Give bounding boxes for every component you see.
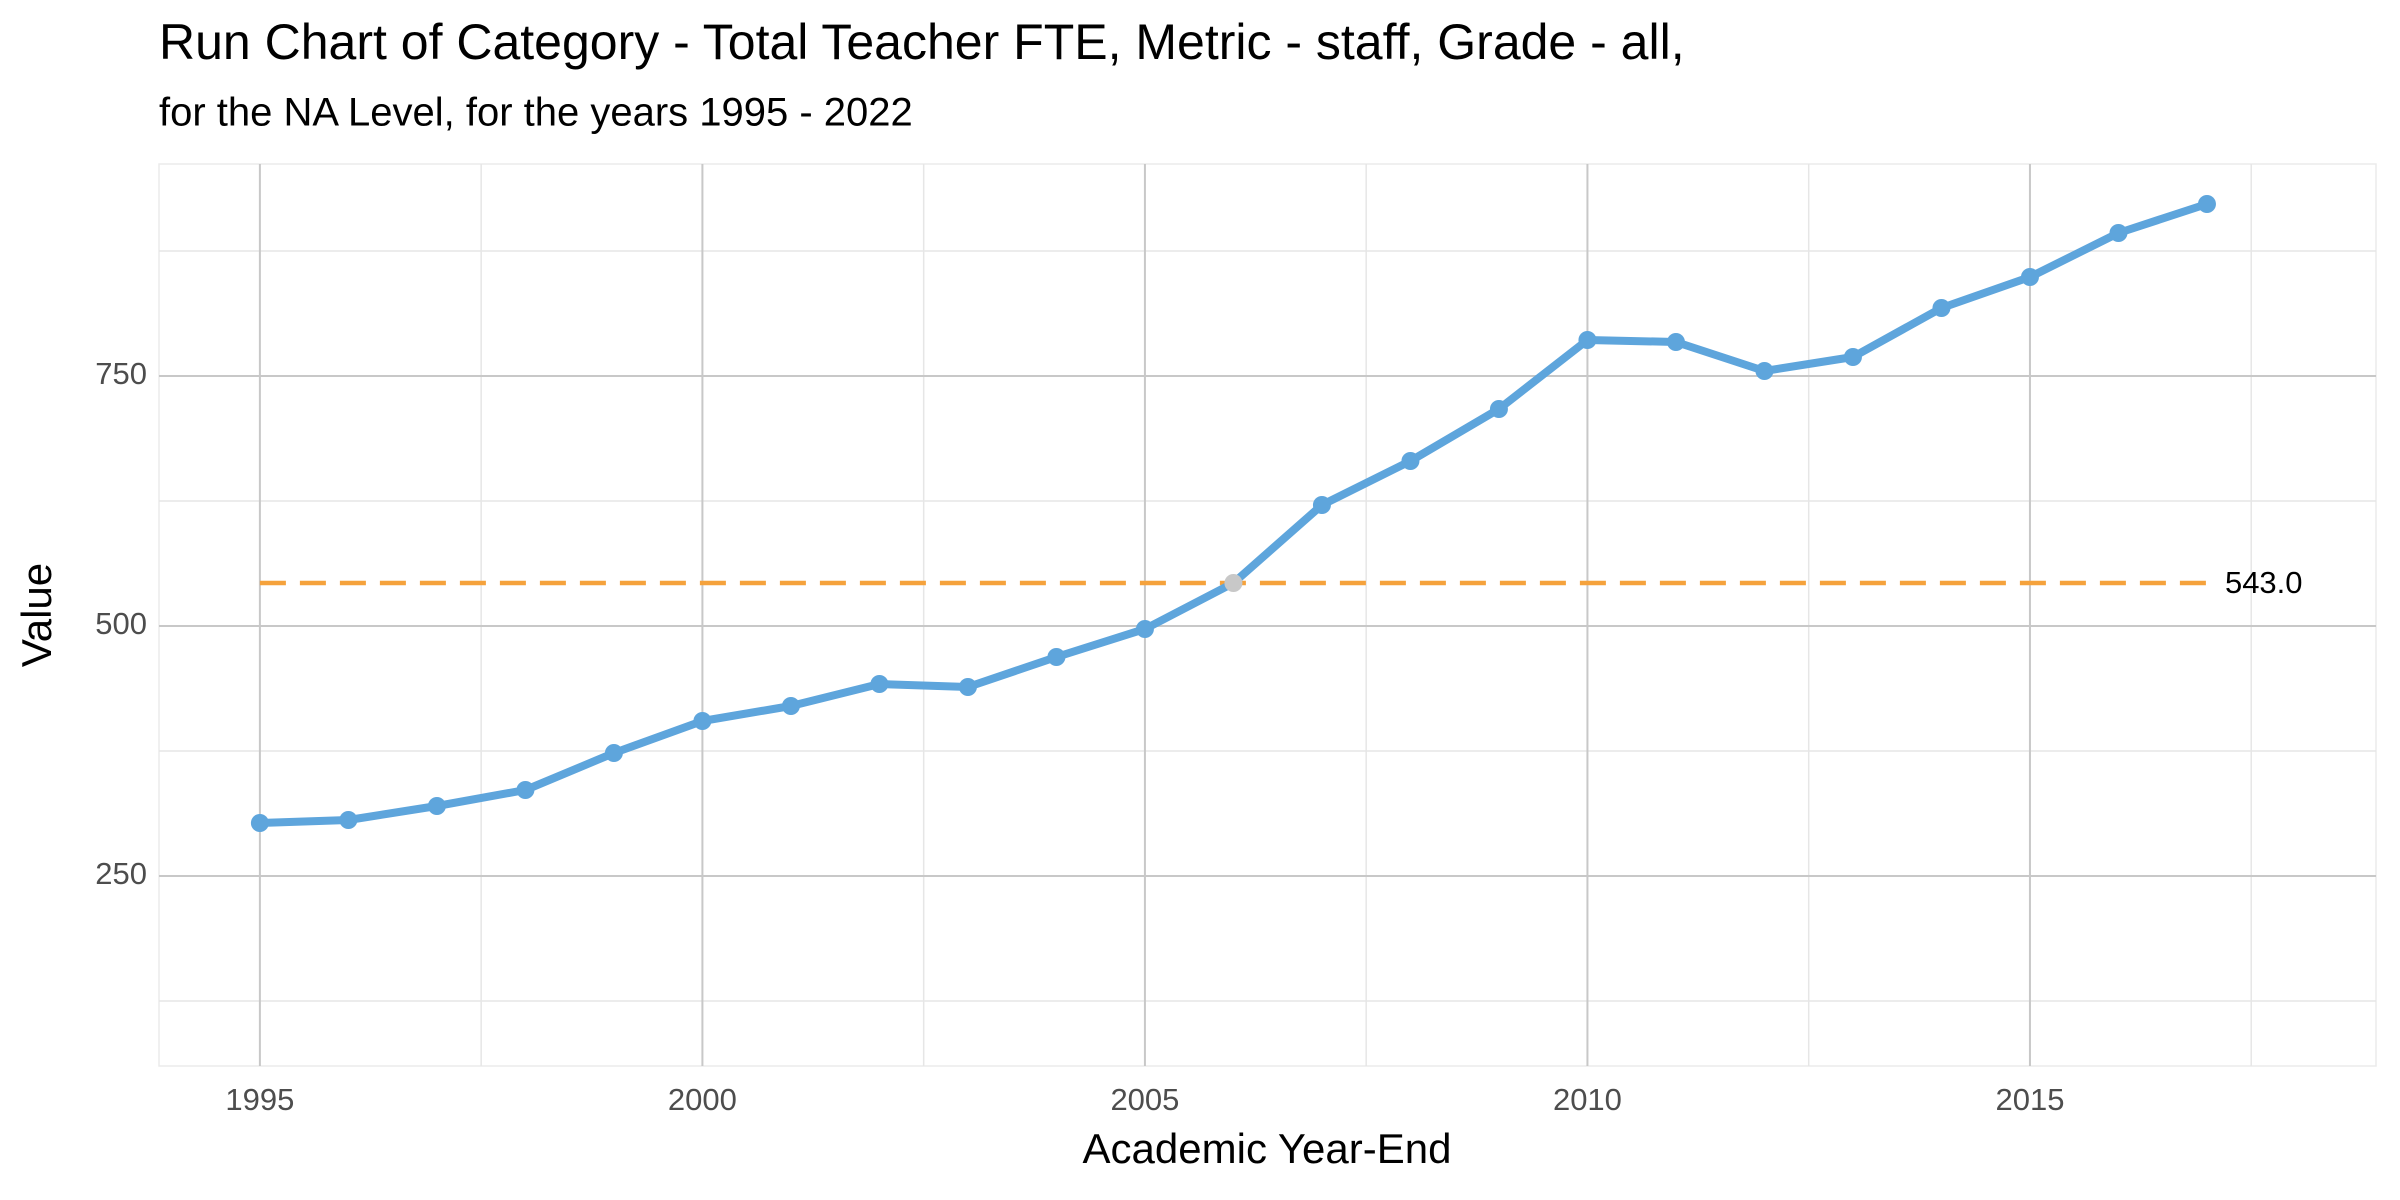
x-tick-label: 1995: [225, 1082, 294, 1117]
data-point: [870, 675, 889, 693]
data-point: [1932, 299, 1951, 317]
y-axis-title: Value: [13, 563, 60, 667]
data-point: [604, 744, 623, 762]
chart-title: Run Chart of Category - Total Teacher FT…: [159, 14, 1685, 70]
data-point: [1489, 400, 1508, 418]
data-point: [339, 811, 358, 829]
data-point: [1047, 648, 1066, 666]
data-point: [2197, 195, 2216, 213]
data-point: [1401, 452, 1420, 470]
x-tick-label: 2005: [1110, 1082, 1179, 1117]
data-point: [2020, 268, 2039, 286]
data-point: [427, 797, 446, 815]
data-point: [1312, 496, 1331, 514]
x-axis-title: Academic Year-End: [1083, 1125, 1452, 1172]
data-point: [958, 678, 977, 696]
data-point: [1578, 331, 1597, 349]
chart-subtitle: for the NA Level, for the years 1995 - 2…: [159, 91, 913, 135]
data-point: [250, 814, 269, 832]
y-tick-label: 750: [95, 356, 147, 391]
data-point: [1135, 620, 1154, 638]
data-point: [1755, 362, 1774, 380]
data-point: [1224, 574, 1243, 592]
panel-border: [158, 163, 2377, 1067]
data-point: [2109, 224, 2128, 242]
data-point: [693, 712, 712, 730]
y-tick-label: 250: [95, 856, 147, 891]
x-tick-label: 2010: [1553, 1082, 1622, 1117]
series-line: [259, 200, 2209, 827]
x-tick-label: 2000: [668, 1082, 737, 1117]
data-point: [1666, 333, 1685, 351]
data-point: [516, 781, 535, 799]
x-tick-label: 2015: [1995, 1082, 2064, 1117]
y-tick-label: 500: [95, 606, 147, 641]
data-point: [781, 697, 800, 715]
data-point: [1843, 348, 1862, 366]
median-label: 543.0: [2225, 565, 2303, 600]
